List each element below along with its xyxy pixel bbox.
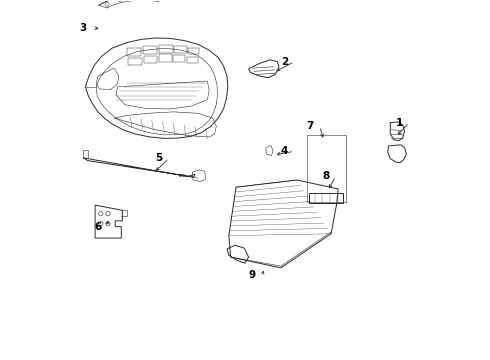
Text: 7: 7 bbox=[306, 121, 313, 131]
Text: 6: 6 bbox=[94, 222, 101, 231]
Bar bbox=[159, 54, 172, 62]
Bar bbox=[119, 0, 122, 1]
Text: 1: 1 bbox=[395, 118, 403, 128]
Bar bbox=[105, 3, 109, 5]
Text: 4: 4 bbox=[281, 146, 288, 156]
Bar bbox=[159, 45, 172, 53]
Bar bbox=[128, 58, 142, 65]
Text: 2: 2 bbox=[281, 57, 288, 67]
Bar bbox=[173, 55, 186, 62]
Text: 3: 3 bbox=[79, 23, 87, 33]
Text: 9: 9 bbox=[248, 270, 256, 280]
Text: 5: 5 bbox=[155, 153, 163, 163]
Bar bbox=[309, 193, 343, 203]
Bar bbox=[143, 46, 157, 54]
Bar bbox=[174, 46, 187, 53]
Bar bbox=[188, 48, 199, 54]
Text: 8: 8 bbox=[322, 171, 329, 181]
Bar bbox=[126, 48, 141, 56]
Bar bbox=[187, 57, 197, 63]
Bar bbox=[144, 56, 157, 63]
Bar bbox=[307, 135, 346, 202]
